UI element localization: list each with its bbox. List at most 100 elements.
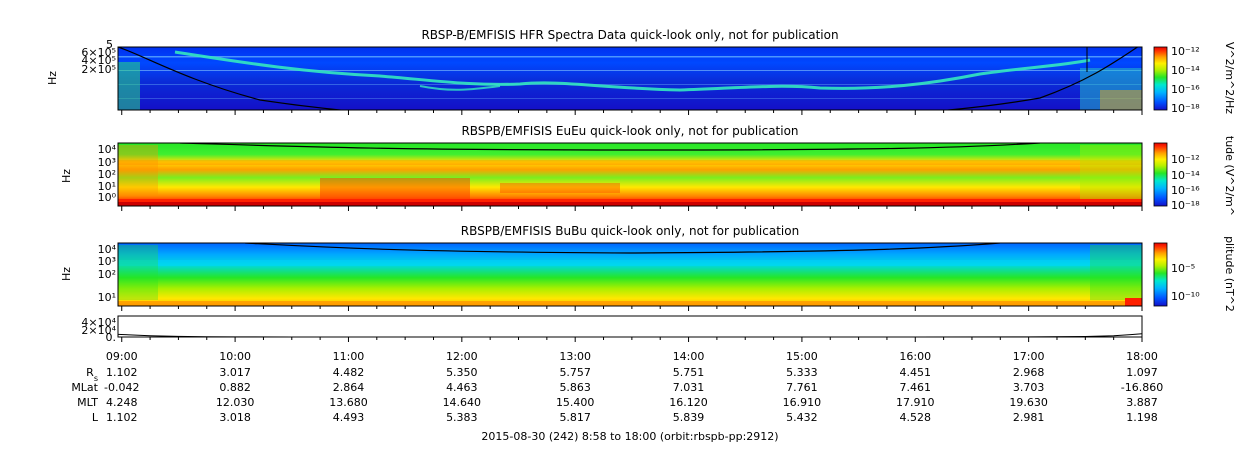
hfr-cb-tick: 10⁻¹²	[1171, 45, 1200, 58]
ephemeris-value: 4.248	[106, 396, 138, 409]
buu-fce-line	[244, 243, 1001, 254]
buu-ytick: 10⁴	[98, 243, 117, 256]
ephemeris-value: 16.120	[669, 396, 708, 409]
euu-cb-tick: 10⁻¹⁸	[1171, 199, 1200, 212]
buu-ytick: 10¹	[98, 291, 116, 304]
buu-y-axis: 10⁴ 10³ 10² 10¹ Hz	[60, 243, 117, 304]
euu-cb-label: tude (V^2/m^	[1223, 136, 1236, 216]
ephemeris-row-label: L	[92, 411, 99, 424]
ephemeris-value: 2.968	[1013, 366, 1045, 379]
ephemeris-row-label: MLat	[71, 381, 98, 394]
ephemeris-value: 2.864	[333, 381, 365, 394]
euu-fce-line	[179, 143, 1041, 151]
euu-ytick: 10⁰	[98, 191, 117, 204]
hfr-cb-label: V^2/m^2/Hz	[1223, 42, 1236, 114]
ephemeris-value: 1.102	[106, 411, 138, 424]
euu-ytick: 10²	[98, 168, 116, 181]
x-tick-label: 16:00	[899, 350, 931, 363]
line-panel: 4×10⁴ 2×10⁴ 0.	[81, 315, 1143, 344]
ephemeris-value: 1.097	[1126, 366, 1158, 379]
euu-ytick: 10⁴	[98, 143, 117, 156]
buu-title: RBSPB/EMFISIS BuBu quick-look only, not …	[461, 224, 799, 238]
euu-spectrogram	[118, 143, 1142, 206]
x-tick-label: 17:00	[1013, 350, 1045, 363]
euu-cb-tick: 10⁻¹⁶	[1171, 184, 1200, 197]
line-ytick: 4×10⁴	[81, 316, 116, 329]
ephemeris-row-label: MLT	[77, 396, 98, 409]
x-tick-label: 18:00	[1126, 350, 1158, 363]
x-tick-label: 14:00	[673, 350, 705, 363]
ephemeris-value: 3.703	[1013, 381, 1045, 394]
ephemeris-value: 4.528	[900, 411, 932, 424]
ephemeris-value: 5.383	[446, 411, 478, 424]
ephemeris-value: 1.102	[106, 366, 138, 379]
hfr-cb-tick: 10⁻¹⁶	[1171, 83, 1200, 96]
euu-title: RBSPB/EMFISIS EuEu quick-look only, not …	[461, 124, 798, 138]
buu-panel: RBSPB/EMFISIS BuBu quick-look only, not …	[60, 224, 1236, 312]
ephemeris-value: 5.757	[559, 366, 591, 379]
hfr-colorbar: 10⁻¹² 10⁻¹⁴ 10⁻¹⁶ 10⁻¹⁸ V^2/m^2/Hz	[1153, 42, 1236, 115]
ephemeris-value: 15.400	[556, 396, 595, 409]
hfr-cb-tick: 10⁻¹⁸	[1171, 102, 1200, 115]
buu-cb-tick: 10⁻⁵	[1171, 262, 1195, 275]
ephemeris-value: -16.860	[1121, 381, 1163, 394]
line-y-axis: 4×10⁴ 2×10⁴ 0.	[81, 316, 116, 344]
line-series	[118, 333, 1142, 337]
euu-ylabel: Hz	[60, 169, 73, 183]
hfr-panel: RBSP-B/EMFISIS HFR Spectra Data quick-lo…	[46, 28, 1236, 115]
hfr-ytick-top: 5	[106, 38, 113, 51]
ephemeris-value: 5.350	[446, 366, 478, 379]
line-ytick: 0.	[106, 331, 117, 344]
ephemeris-value: 5.817	[559, 411, 591, 424]
time-axis	[121, 110, 1143, 342]
ephemeris-value: 4.451	[900, 366, 932, 379]
x-tick-label: 09:00	[106, 350, 138, 363]
ephemeris-value: 12.030	[216, 396, 255, 409]
buu-cb-tick: 10⁻¹⁰	[1171, 290, 1200, 303]
line-ytick: 2×10⁴	[81, 324, 116, 337]
ephemeris-value: 19.630	[1009, 396, 1048, 409]
euu-colorbar: 10⁻¹² 10⁻¹⁴ 10⁻¹⁶ 10⁻¹⁸ tude (V^2/m^	[1153, 136, 1236, 216]
buu-ylabel: Hz	[60, 267, 73, 281]
euu-ytick: 10³	[98, 156, 116, 169]
footer-time-range: 2015-08-30 (242) 8:58 to 18:00 (orbit:rb…	[481, 430, 778, 443]
hfr-fce-line	[118, 47, 1139, 110]
ephemeris-row-label: Rs	[86, 366, 98, 383]
ephemeris-value: 2.981	[1013, 411, 1045, 424]
ephemeris-value: -0.042	[104, 381, 139, 394]
euu-cb-tick: 10⁻¹⁴	[1171, 169, 1200, 182]
x-tick-label: 13:00	[559, 350, 591, 363]
x-tick-label: 10:00	[219, 350, 251, 363]
hfr-ytick: 6×10⁵	[81, 46, 116, 59]
ephemeris-value: 0.882	[219, 381, 251, 394]
ephemeris-value: 4.463	[446, 381, 478, 394]
ephemeris-value: 1.198	[1126, 411, 1158, 424]
x-tick-label: 11:00	[333, 350, 365, 363]
buu-ytick: 10²	[98, 268, 116, 281]
hfr-title: RBSP-B/EMFISIS HFR Spectra Data quick-lo…	[421, 28, 838, 42]
ephemeris-value: 5.432	[786, 411, 818, 424]
ephemeris-value: 3.018	[219, 411, 251, 424]
ephemeris-value: 5.863	[559, 381, 591, 394]
hfr-y-axis: 5 6×10⁵ 4×10⁵ 2×10⁵ Hz	[46, 38, 116, 85]
x-tick-label: 15:00	[786, 350, 818, 363]
ephemeris-value: 7.461	[900, 381, 932, 394]
hfr-ytick: 4×10⁵	[81, 54, 116, 67]
buu-cb-label: plitude (nT^2	[1223, 236, 1236, 312]
ephemeris-value: 5.839	[673, 411, 705, 424]
ephemeris-value: 16.910	[783, 396, 822, 409]
hfr-plasma-line	[174, 50, 1091, 92]
euu-y-axis: 10⁴ 10³ 10² 10¹ 10⁰ Hz	[60, 143, 117, 204]
euu-panel: RBSPB/EMFISIS EuEu quick-look only, not …	[60, 124, 1236, 216]
ephemeris-value: 7.761	[786, 381, 818, 394]
buu-ytick: 10³	[98, 255, 116, 268]
ephemeris-table: 09:00 10:00 11:00 12:00 13:00 14:00 15:00 16:00…	[71, 350, 1163, 424]
ephemeris-value: 3.017	[219, 366, 251, 379]
euu-cb-tick: 10⁻¹²	[1171, 153, 1200, 166]
ephemeris-value: 7.031	[673, 381, 705, 394]
ephemeris-value: 4.493	[333, 411, 365, 424]
ephemeris-value: 13.680	[329, 396, 368, 409]
ephemeris-value: 5.751	[673, 366, 705, 379]
ephemeris-value: 17.910	[896, 396, 935, 409]
